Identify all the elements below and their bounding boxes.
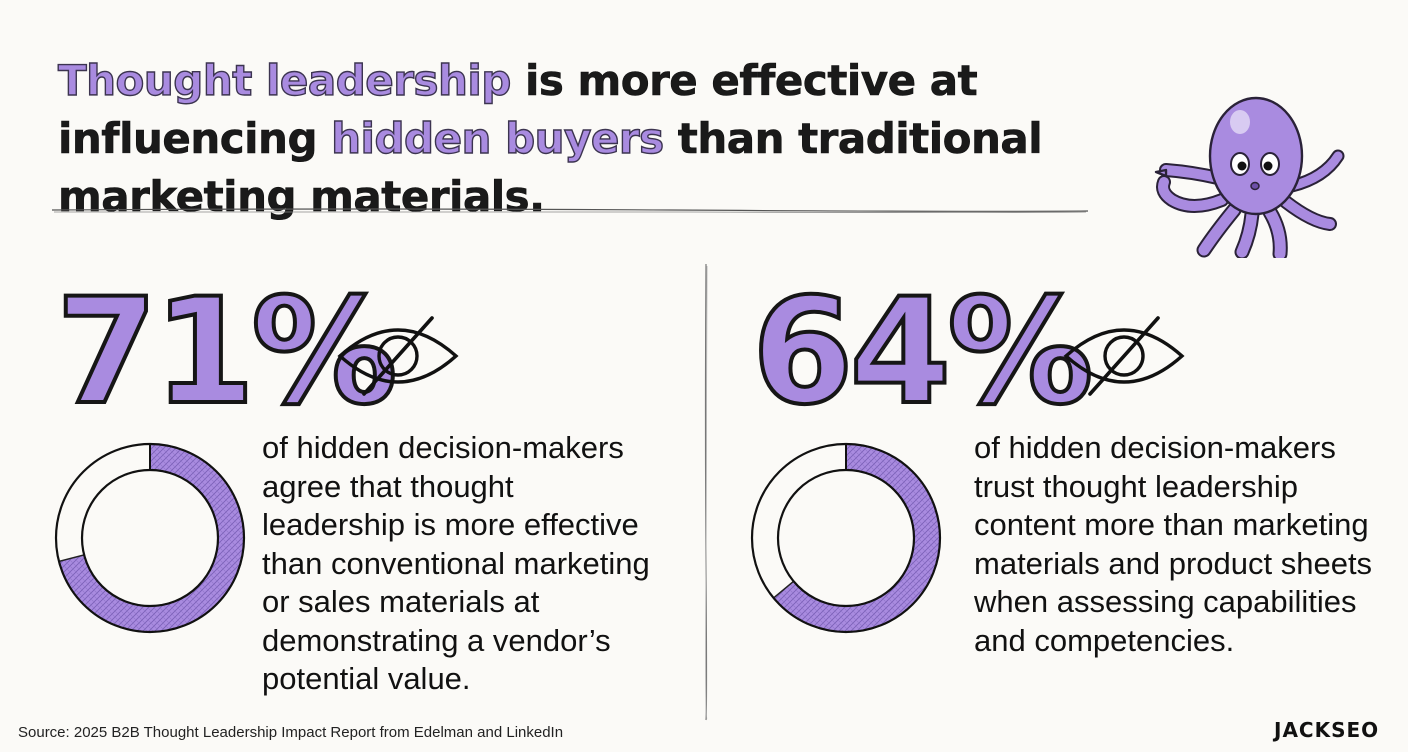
vertical-divider: [704, 263, 708, 721]
pie-chart-64: [750, 442, 942, 634]
stat-description-2: of hidden decision-makers trust thought …: [974, 430, 1373, 658]
stat-64-percent: 64%: [750, 267, 1095, 437]
headline: Thought leadership is more effective at …: [57, 52, 1178, 226]
headline-highlight-2: hidden buyers: [330, 113, 664, 163]
pie-inner-ring: [776, 468, 916, 608]
source-citation: Source: 2025 B2B Thought Leadership Impa…: [18, 724, 564, 741]
pie-chart-71: [54, 442, 246, 634]
pie-outer-ring: [750, 442, 942, 634]
headline-text-2: than traditional marketing materials.: [58, 114, 1043, 222]
pie-outer-ring: [54, 442, 246, 634]
stat-71-percent: 71%: [54, 267, 399, 437]
horizontal-divider: [51, 208, 1089, 213]
headline-highlight-1: Thought leadership: [57, 55, 512, 105]
octopus-mascot-icon: [1154, 96, 1345, 258]
eye-slash-icon: [337, 316, 459, 396]
stat-description-1: of hidden decision-makers agree that tho…: [262, 430, 650, 696]
eye-slash-icon: [1063, 316, 1185, 396]
brand-logo: JACKSEO: [1274, 718, 1380, 742]
pie-inner-ring: [80, 468, 220, 608]
headline-text-1: is more effective at influencing: [58, 56, 978, 164]
